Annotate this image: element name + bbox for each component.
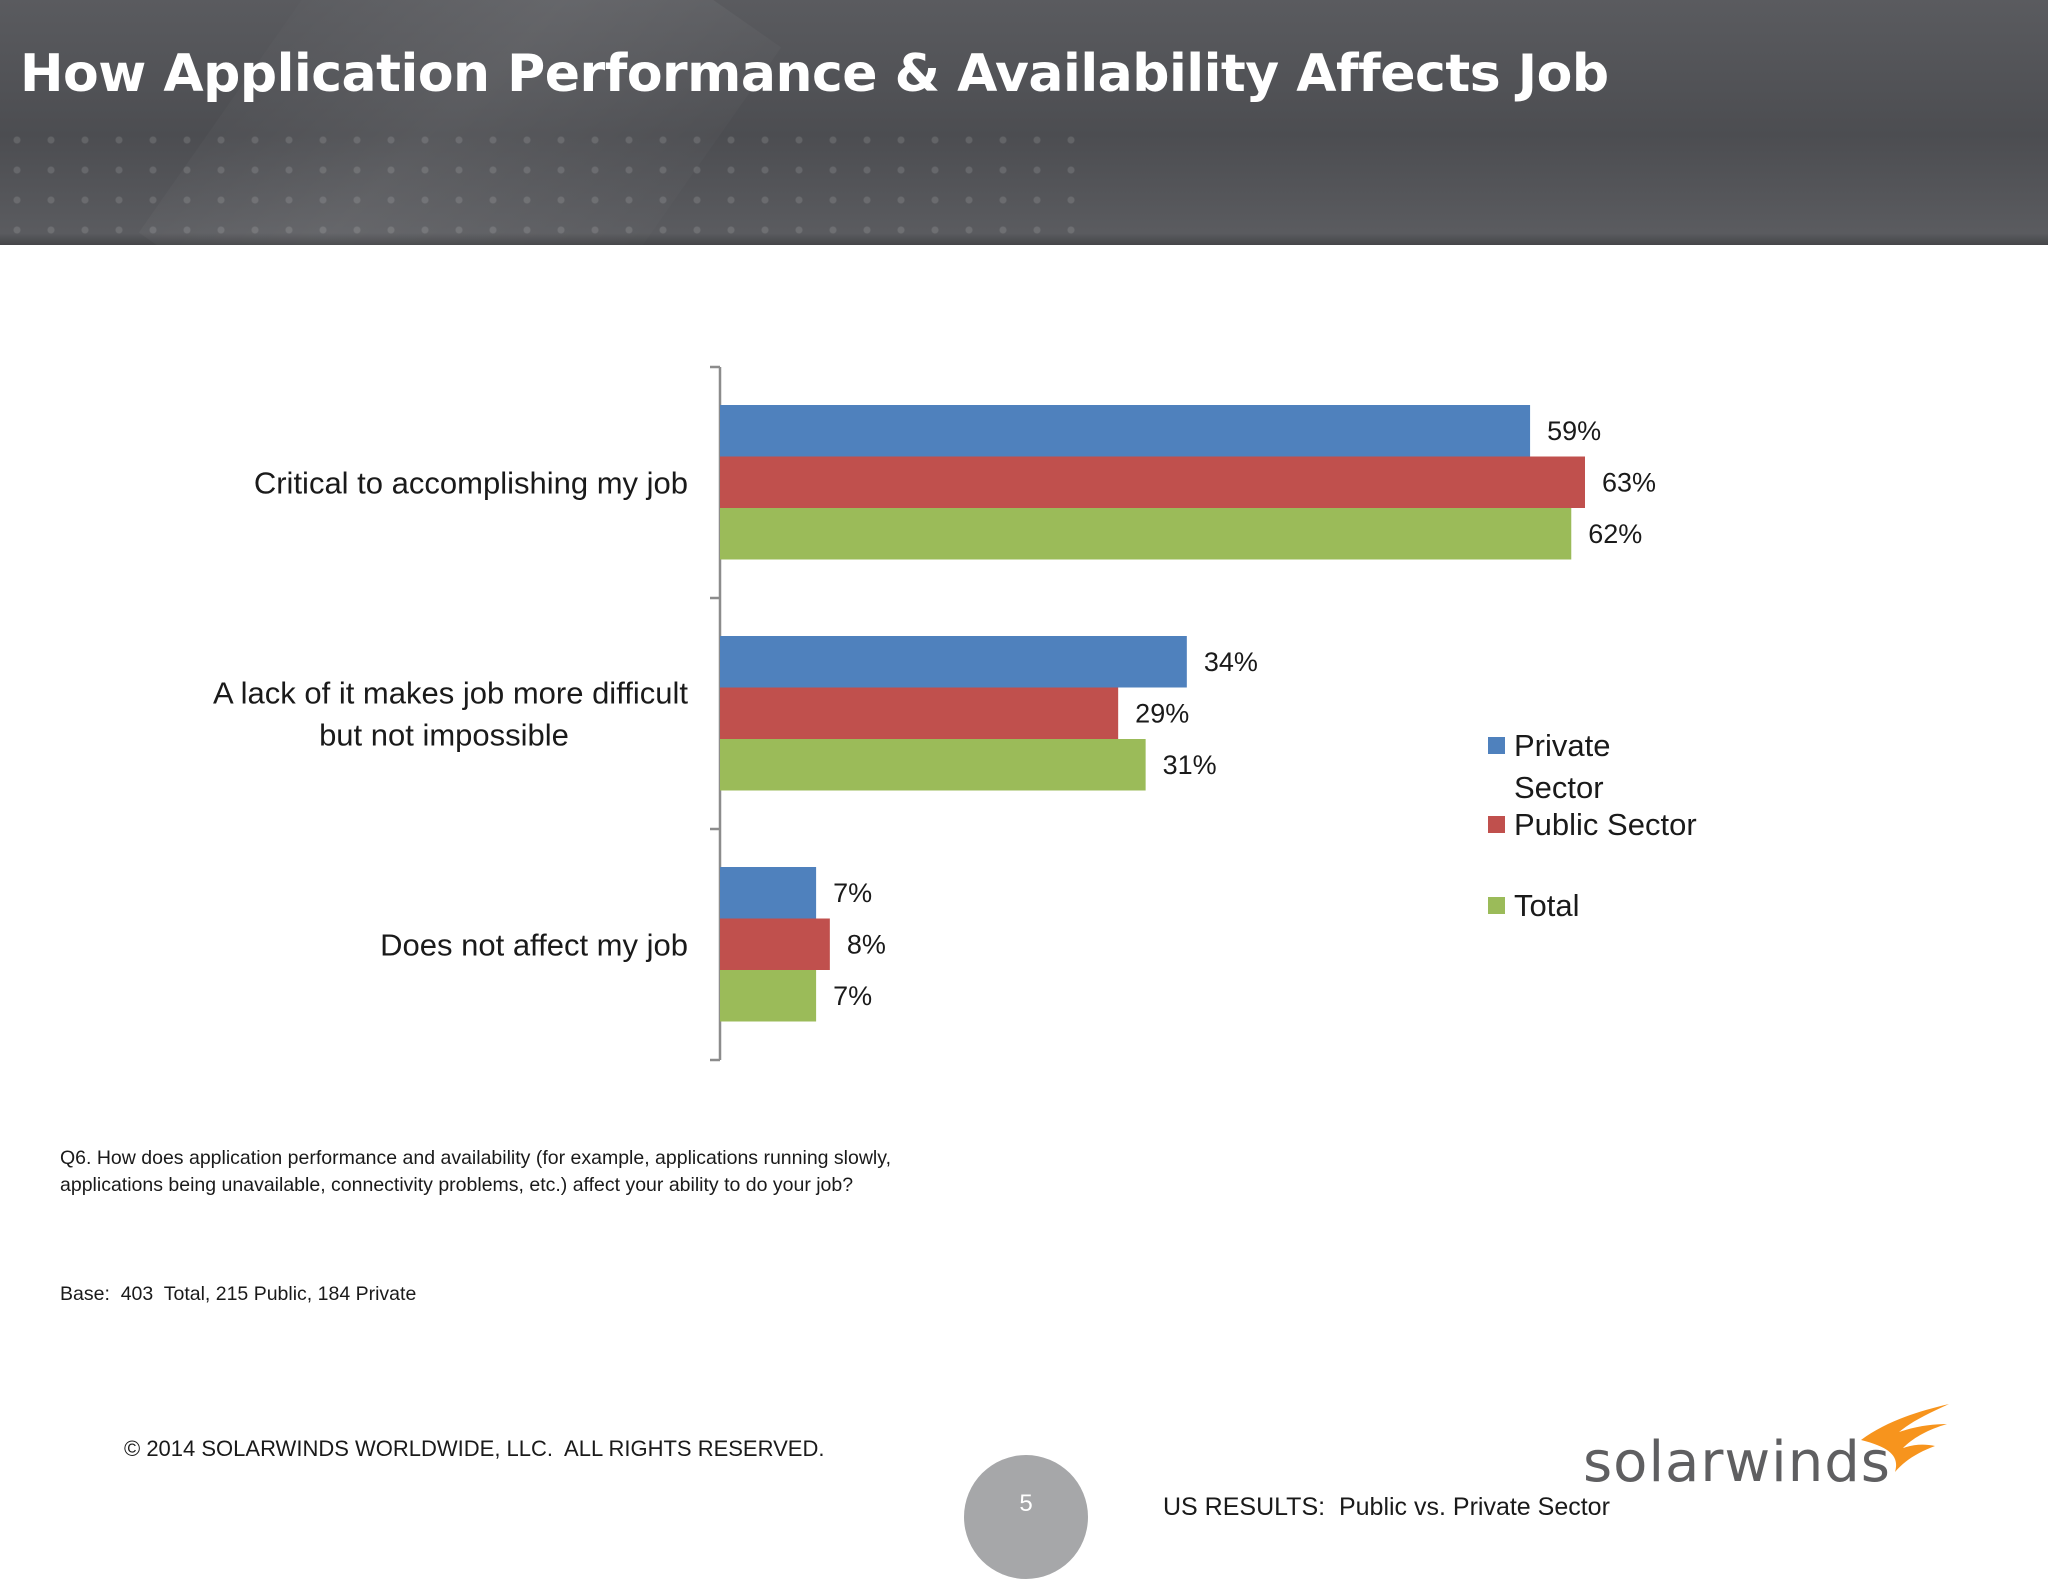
header-shadow bbox=[0, 233, 2048, 245]
solarwinds-flame-icon bbox=[1861, 1404, 1949, 1472]
legend-swatch bbox=[1488, 816, 1505, 833]
legend-label: Public Sector bbox=[1514, 807, 1697, 842]
legend-label: Total bbox=[1514, 888, 1579, 923]
solarwinds-logo-wordmark: solarwinds bbox=[1583, 1430, 1891, 1495]
data-label: 62% bbox=[1588, 519, 1642, 549]
data-label: 59% bbox=[1547, 416, 1601, 446]
category-label: A lack of it makes job more difficult bbox=[213, 675, 688, 710]
bar bbox=[720, 918, 830, 970]
sample-base: Base: 403 Total, 215 Public, 184 Private bbox=[60, 1283, 417, 1305]
bar bbox=[720, 867, 817, 919]
category-label: but not impossible bbox=[319, 717, 569, 752]
bar bbox=[720, 508, 1572, 560]
category-labels: Critical to accomplishing my job A lack o… bbox=[213, 465, 688, 962]
data-label: 7% bbox=[833, 981, 872, 1011]
legend-swatch bbox=[1488, 897, 1505, 914]
category-axis bbox=[710, 365, 722, 1062]
data-label: 29% bbox=[1135, 698, 1189, 728]
page-number: 5 bbox=[1019, 1490, 1033, 1517]
bar bbox=[720, 456, 1585, 508]
category-label: Critical to accomplishing my job bbox=[254, 465, 688, 500]
bar bbox=[720, 636, 1187, 688]
survey-question: Q6. How does application performance and… bbox=[60, 1147, 891, 1196]
data-label: 63% bbox=[1602, 467, 1656, 497]
data-label: 7% bbox=[833, 878, 872, 908]
legend-swatch bbox=[1488, 737, 1505, 754]
bar bbox=[720, 405, 1531, 457]
footer-note: US RESULTS: Public vs. Private Sector bbox=[1163, 1493, 1610, 1521]
bar bbox=[720, 970, 817, 1022]
bar bbox=[720, 739, 1146, 791]
slide-header bbox=[0, 0, 2048, 245]
data-labels: 59%63% 62% 34% 29% 31% 7% 8% 7% bbox=[833, 416, 1656, 1011]
legend-label: Sector bbox=[1514, 770, 1604, 805]
copyright-notice: © 2014 SOLARWINDS WORLDWIDE, LLC. ALL RI… bbox=[124, 1436, 825, 1461]
data-label: 31% bbox=[1163, 750, 1217, 780]
data-label: 34% bbox=[1204, 647, 1258, 677]
category-label: Does not affect my job bbox=[380, 927, 688, 962]
bar-chart: 59%63% 62% 34% 29% 31% 7% 8% 7% Critical to acc… bbox=[213, 365, 1697, 1062]
bar bbox=[720, 687, 1119, 739]
header-dot-pattern bbox=[0, 125, 1100, 235]
data-label: 8% bbox=[847, 929, 886, 959]
slide-title: How Application Performance & Availabili… bbox=[20, 44, 1609, 104]
bars bbox=[720, 405, 1585, 1022]
legend-label: Private bbox=[1514, 728, 1610, 763]
